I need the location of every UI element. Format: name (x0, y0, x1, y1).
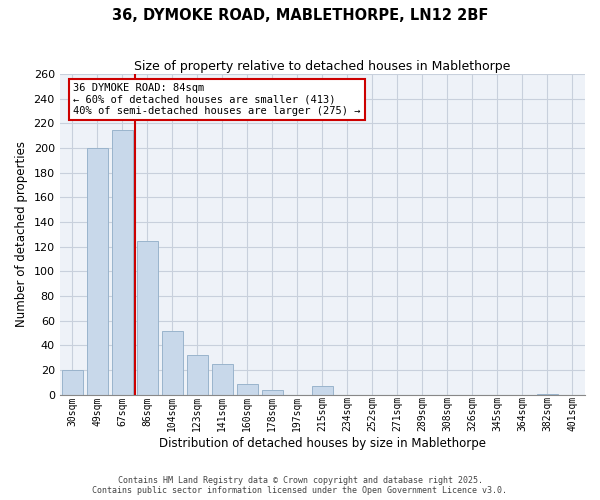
Bar (187, 356, 208, 395)
Bar (236, 384, 258, 395)
Text: 36, DYMOKE ROAD, MABLETHORPE, LN12 2BF: 36, DYMOKE ROAD, MABLETHORPE, LN12 2BF (112, 8, 488, 22)
Bar (161, 330, 183, 395)
Text: 36 DYMOKE ROAD: 84sqm
← 60% of detached houses are smaller (413)
40% of semi-det: 36 DYMOKE ROAD: 84sqm ← 60% of detached … (73, 83, 361, 116)
Bar (212, 364, 233, 395)
Bar (262, 390, 283, 395)
Y-axis label: Number of detached properties: Number of detached properties (15, 142, 28, 328)
Bar (537, 394, 558, 395)
Text: Contains HM Land Registry data © Crown copyright and database right 2025.
Contai: Contains HM Land Registry data © Crown c… (92, 476, 508, 495)
X-axis label: Distribution of detached houses by size in Mablethorpe: Distribution of detached houses by size … (159, 437, 486, 450)
Bar (137, 240, 158, 395)
Bar (312, 386, 333, 395)
Bar (86, 148, 108, 395)
Bar (62, 370, 83, 395)
Title: Size of property relative to detached houses in Mablethorpe: Size of property relative to detached ho… (134, 60, 511, 73)
Bar (112, 130, 133, 395)
